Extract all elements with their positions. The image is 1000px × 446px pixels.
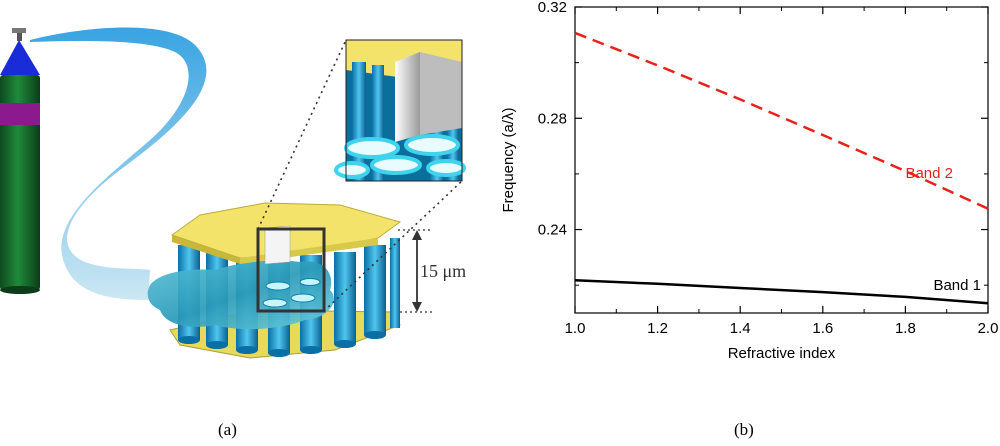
x-tick-label: 1.0: [565, 320, 586, 337]
y-tick-label: 0.28: [538, 110, 567, 127]
gas-stream: [30, 27, 207, 300]
band-1-label: Band 1: [933, 277, 981, 294]
gas-cylinder-icon: [0, 28, 40, 294]
frequency-chart: 1.0 1.2 1.4 1.6 1.8 2.0 0.24 0.28 0.32 Refractiv…: [500, 0, 999, 362]
y-axis-label: Frequency (a/λ): [500, 107, 517, 212]
y-tick-label: 0.32: [538, 0, 567, 16]
pore-openings: [262, 278, 321, 308]
x-axis-label: Refractive index: [728, 345, 836, 362]
height-dimension: 15 μm: [398, 229, 466, 313]
x-tick-label: 2.0: [978, 320, 999, 337]
zoom-inset: [334, 39, 466, 182]
y-tick-label: 0.24: [538, 222, 567, 239]
series-line-band-2: [574, 31, 989, 210]
panel-a-illustration: 15 μm: [0, 0, 480, 441]
x-tick-label: 1.6: [812, 320, 833, 337]
x-tick-label: 1.4: [730, 320, 751, 337]
series-lines: [574, 31, 989, 305]
panel-b-chart: 1.0 1.2 1.4 1.6 1.8 2.0 0.24 0.28 0.32 Refractiv…: [480, 0, 1000, 441]
x-tick-label: 1.2: [647, 320, 668, 337]
series-line-band-1: [574, 278, 989, 305]
x-tick-label: 1.8: [895, 320, 916, 337]
band-2-label: Band 2: [905, 165, 953, 182]
caption-a: (a): [218, 420, 237, 439]
caption-b: (b): [734, 420, 754, 439]
zoom-region-box: [256, 227, 326, 313]
plot-frame: [574, 6, 989, 314]
axis-ticks: 1.0 1.2 1.4 1.6 1.8 2.0 0.24 0.28 0.32: [538, 0, 999, 337]
photonic-crystal-illustration: 15 μm: [0, 27, 466, 359]
dimension-label: 15 μm: [420, 261, 466, 281]
